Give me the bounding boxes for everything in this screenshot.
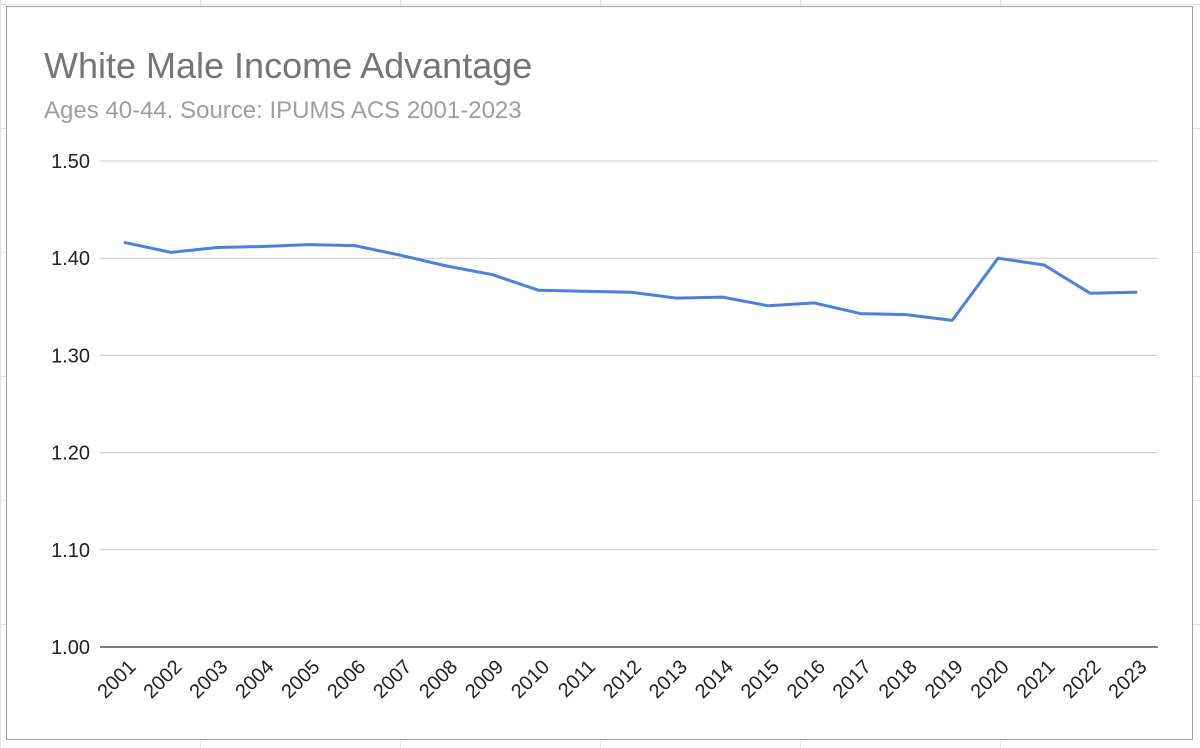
x-tick-label: 2019 bbox=[921, 656, 968, 703]
chart-subtitle: Ages 40-44. Source: IPUMS ACS 2001-2023 bbox=[44, 97, 522, 124]
x-tick-label: 2006 bbox=[323, 656, 370, 703]
data-point[interactable] bbox=[165, 246, 177, 258]
data-point[interactable] bbox=[1038, 259, 1050, 271]
series-line[interactable] bbox=[123, 241, 1138, 322]
data-point[interactable] bbox=[395, 249, 407, 261]
chart-title: White Male Income Advantage bbox=[44, 45, 533, 86]
x-tick-label: 2009 bbox=[461, 656, 508, 703]
x-tick-label: 2007 bbox=[369, 656, 416, 703]
x-tick-label: 2022 bbox=[1059, 656, 1106, 703]
data-point[interactable] bbox=[579, 285, 591, 297]
x-tick-label: 2020 bbox=[967, 656, 1014, 703]
x-tick-label: 2001 bbox=[94, 656, 141, 703]
data-point[interactable] bbox=[762, 300, 774, 312]
y-tick-label: 1.00 bbox=[51, 637, 90, 659]
y-tick-label: 1.10 bbox=[51, 540, 90, 562]
x-tick-label: 2015 bbox=[737, 656, 784, 703]
data-point[interactable] bbox=[716, 291, 728, 303]
x-tick-label: 2016 bbox=[783, 656, 830, 703]
y-tick-label: 1.20 bbox=[51, 443, 90, 465]
x-tick-label: 2011 bbox=[554, 656, 600, 702]
data-point[interactable] bbox=[900, 309, 912, 321]
y-tick-label: 1.40 bbox=[51, 248, 90, 270]
data-point[interactable] bbox=[1130, 286, 1142, 298]
x-tick-label: 2012 bbox=[599, 656, 646, 703]
data-point[interactable] bbox=[808, 297, 820, 309]
gridlines bbox=[100, 160, 1158, 648]
data-point[interactable] bbox=[441, 260, 453, 272]
data-point[interactable] bbox=[487, 269, 499, 281]
y-tick-label: 1.50 bbox=[51, 151, 90, 173]
x-tick-label: 2008 bbox=[415, 656, 462, 703]
x-tick-label: 2005 bbox=[277, 656, 324, 703]
data-point[interactable] bbox=[257, 241, 269, 253]
data-point[interactable] bbox=[1084, 287, 1096, 299]
data-point[interactable] bbox=[670, 292, 682, 304]
x-tick-label: 2003 bbox=[185, 656, 232, 703]
x-axis-tick-labels: 2001200220032004200520062007200820092010… bbox=[94, 656, 1152, 703]
data-point[interactable] bbox=[349, 240, 361, 252]
x-tick-label: 2002 bbox=[139, 656, 186, 703]
x-tick-label: 2010 bbox=[507, 656, 554, 703]
x-tick-label: 2021 bbox=[1013, 656, 1060, 703]
chart-container[interactable]: White Male Income Advantage Ages 40-44. … bbox=[6, 6, 1193, 740]
x-tick-label: 2014 bbox=[691, 656, 738, 703]
data-point[interactable] bbox=[992, 252, 1004, 264]
x-tick-label: 2013 bbox=[645, 656, 692, 703]
data-point[interactable] bbox=[625, 286, 637, 298]
x-tick-label: 2018 bbox=[875, 656, 922, 703]
x-tick-label: 2004 bbox=[231, 656, 278, 703]
data-point[interactable] bbox=[946, 314, 958, 326]
data-point[interactable] bbox=[119, 237, 131, 249]
y-axis-tick-labels: 1.00 1.10 1.20 1.30 1.40 1.50 bbox=[51, 151, 90, 659]
y-tick-label: 1.30 bbox=[51, 345, 90, 367]
x-tick-label: 2023 bbox=[1105, 656, 1152, 703]
x-tick-label: 2017 bbox=[829, 656, 876, 703]
series-layer bbox=[119, 237, 1142, 326]
data-point[interactable] bbox=[211, 242, 223, 254]
data-point[interactable] bbox=[854, 308, 866, 320]
data-point[interactable] bbox=[303, 239, 315, 251]
data-point[interactable] bbox=[533, 284, 545, 296]
